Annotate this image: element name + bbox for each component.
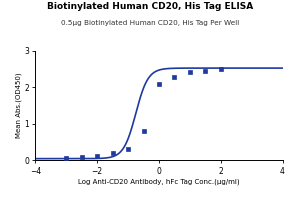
Y-axis label: Mean Abs.(OD450): Mean Abs.(OD450) <box>15 73 22 138</box>
X-axis label: Log Anti-CD20 Antibody, hFc Tag Conc.(μg/ml): Log Anti-CD20 Antibody, hFc Tag Conc.(μg… <box>78 178 240 185</box>
Text: 0.5μg Biotinylated Human CD20, His Tag Per Well: 0.5μg Biotinylated Human CD20, His Tag P… <box>61 20 239 26</box>
Text: Biotinylated Human CD20, His Tag ELISA: Biotinylated Human CD20, His Tag ELISA <box>47 2 253 11</box>
